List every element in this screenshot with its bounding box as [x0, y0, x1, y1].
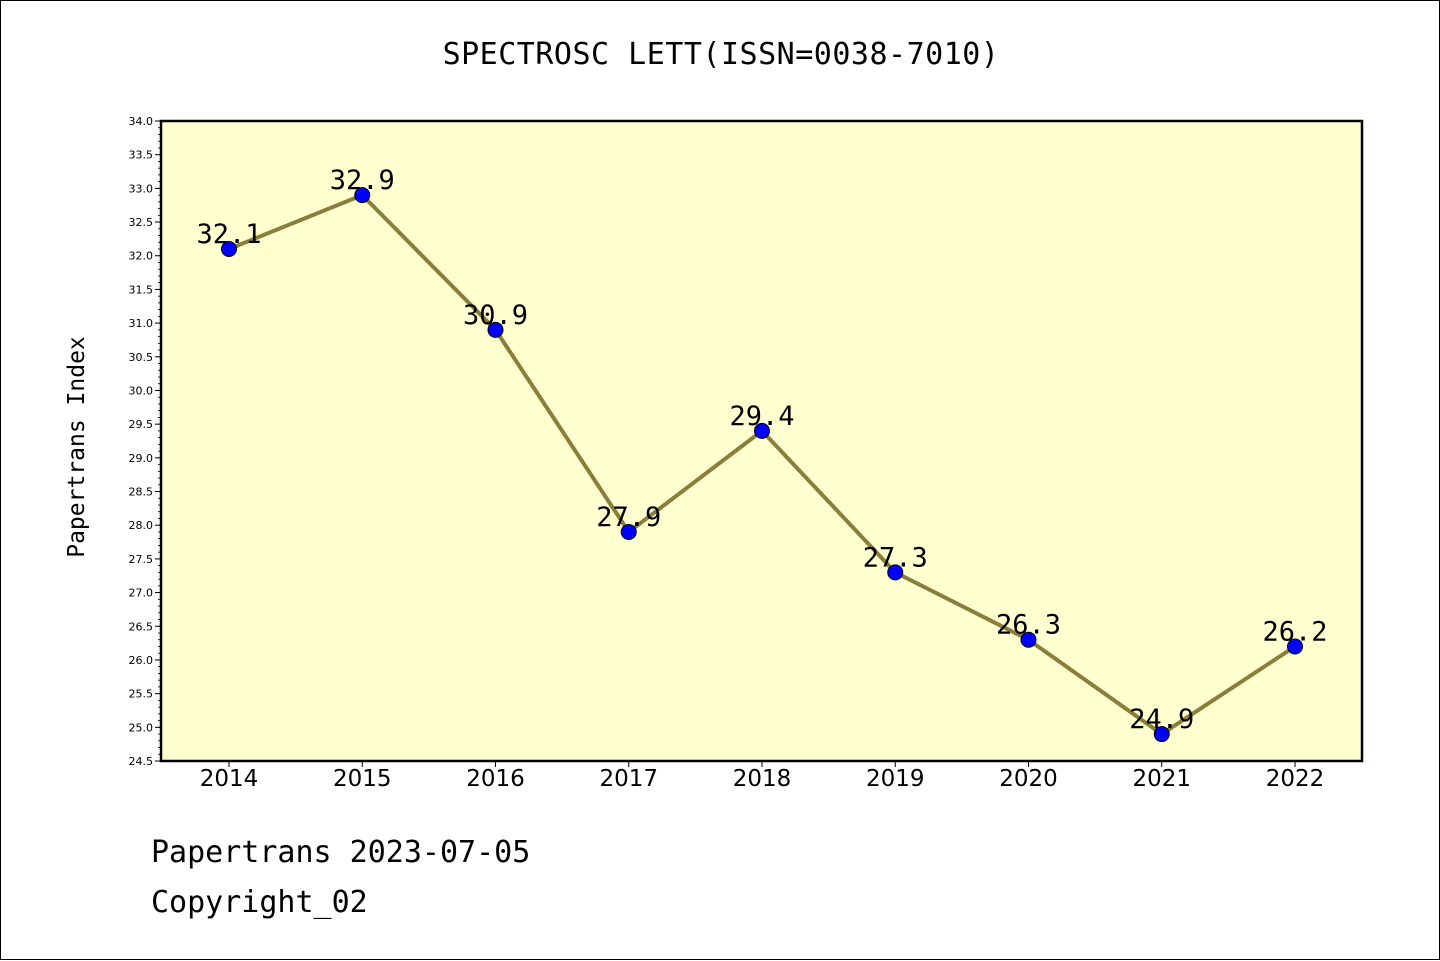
y-tick-label: 33.0 — [129, 182, 154, 195]
y-tick-label: 30.5 — [129, 351, 154, 364]
x-tick-label: 2020 — [999, 766, 1058, 792]
y-tick-label: 32.0 — [129, 250, 154, 263]
data-point — [221, 241, 237, 257]
y-tick-label: 30.0 — [129, 384, 154, 397]
data-point — [1020, 631, 1037, 648]
footer-date: Papertrans 2023-07-05 — [151, 835, 531, 870]
x-tick-label: 2015 — [333, 766, 392, 792]
x-tick-label: 2014 — [200, 766, 259, 792]
y-tick-label: 25.5 — [129, 688, 154, 701]
x-tick-label: 2022 — [1266, 766, 1325, 792]
data-point — [620, 523, 637, 540]
y-tick-label: 26.5 — [129, 620, 154, 633]
footer-copyright: Copyright_02 — [151, 885, 368, 920]
data-label: 26.3 — [996, 610, 1061, 641]
y-tick-label: 29.5 — [129, 418, 154, 431]
data-label: 32.1 — [196, 219, 261, 250]
y-tick-label: 26.0 — [129, 654, 154, 667]
y-tick-label: 32.5 — [129, 216, 154, 229]
x-tick-label: 2016 — [466, 766, 525, 792]
y-tick-label: 29.0 — [129, 452, 154, 465]
data-point — [1153, 726, 1170, 743]
y-tick-label: 31.5 — [129, 283, 154, 296]
y-tick-label: 28.0 — [129, 519, 154, 532]
x-tick-label: 2021 — [1132, 766, 1191, 792]
y-tick-label: 27.5 — [129, 553, 154, 566]
data-point — [354, 187, 371, 204]
data-label: 29.4 — [729, 401, 794, 432]
chart-title: SPECTROSC LETT(ISSN=0038-7010) — [442, 37, 1000, 72]
data-point — [754, 422, 770, 439]
x-tick-label: 2018 — [733, 766, 792, 792]
y-tick-label: 27.0 — [129, 587, 154, 600]
data-label: 30.9 — [463, 300, 528, 331]
y-tick-label: 34.0 — [129, 115, 154, 128]
data-point — [1287, 638, 1303, 655]
x-tick-label: 2019 — [866, 766, 925, 792]
data-point — [887, 564, 904, 581]
y-tick-label: 28.5 — [129, 486, 154, 499]
data-label: 32.9 — [330, 165, 395, 196]
y-tick-label: 25.0 — [129, 721, 154, 734]
y-tick-label: 31.0 — [129, 317, 154, 330]
data-label: 24.9 — [1129, 704, 1194, 735]
y-tick-label: 33.5 — [129, 149, 154, 162]
data-label: 27.3 — [863, 542, 928, 573]
x-tick-label: 2017 — [599, 766, 658, 792]
data-point — [487, 321, 504, 338]
data-label: 26.2 — [1262, 616, 1327, 647]
plot-area — [159, 119, 1364, 763]
y-tick-label: 24.5 — [129, 755, 154, 768]
data-label: 27.9 — [596, 502, 661, 533]
